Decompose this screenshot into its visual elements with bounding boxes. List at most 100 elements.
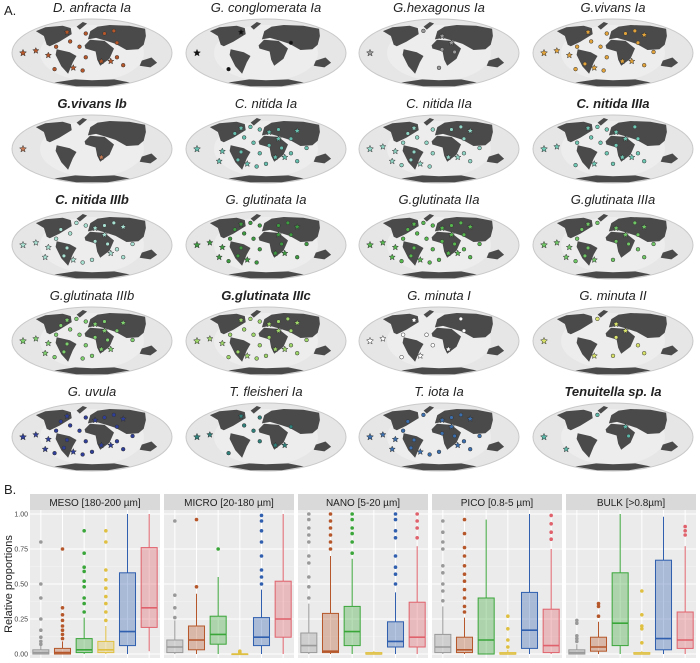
sample-marker: [613, 335, 619, 340]
sample-marker: [80, 68, 85, 73]
sample-marker: [97, 345, 106, 353]
sample-marker: [63, 28, 71, 36]
sample-marker: [405, 419, 410, 424]
outlier-point: [549, 513, 553, 518]
sample-marker: [237, 412, 245, 420]
sample-marker: [69, 63, 77, 71]
sample-marker: [651, 49, 656, 55]
outlier-point: [683, 529, 687, 533]
sample-marker: [635, 40, 641, 45]
sample-marker: [304, 337, 309, 343]
sample-marker: [295, 255, 300, 260]
sample-marker: [53, 44, 59, 49]
outlier-point: [596, 614, 601, 618]
box-plot: [520, 514, 539, 654]
sample-marker: [466, 414, 474, 422]
outlier-point: [60, 606, 65, 610]
sample-marker: [642, 351, 647, 356]
sample-marker: [604, 151, 609, 156]
outlier-point: [259, 575, 264, 579]
map-panel: C. nitida Ia: [181, 96, 351, 188]
sample-marker: [18, 432, 28, 441]
sample-marker: [612, 128, 620, 136]
outlier-point: [441, 589, 445, 593]
sample-marker: [553, 238, 561, 246]
outlier-point: [60, 613, 65, 617]
sample-marker: [562, 253, 570, 261]
world-map: [532, 402, 694, 472]
outlier-point: [415, 519, 419, 523]
sample-marker: [226, 259, 231, 264]
outlier-point: [328, 540, 333, 544]
sample-marker: [436, 257, 442, 262]
sample-marker: [105, 337, 110, 343]
sample-marker: [288, 151, 294, 156]
outlier-point: [462, 610, 467, 614]
sample-marker: [100, 326, 109, 334]
sample-marker: [114, 55, 120, 60]
outlier-point: [82, 579, 86, 583]
outlier-point: [462, 554, 467, 558]
sample-marker: [235, 157, 241, 163]
sample-marker: [251, 332, 256, 337]
sample-marker: [610, 161, 616, 166]
sample-marker: [102, 223, 107, 228]
sample-marker: [439, 239, 445, 244]
sample-marker: [635, 343, 641, 348]
sample-marker: [461, 439, 467, 444]
sample-marker: [288, 40, 294, 45]
sample-marker: [41, 253, 49, 261]
outlier-point: [307, 533, 311, 537]
outlier-point: [307, 554, 311, 558]
sample-marker: [612, 320, 620, 328]
sample-marker: [295, 159, 300, 164]
box-plot: [676, 546, 694, 654]
sample-marker: [304, 241, 309, 247]
sample-marker: [454, 441, 462, 449]
outlier-point: [82, 529, 86, 533]
map-title: G.glutinata IIIa: [570, 192, 656, 207]
sample-marker: [461, 151, 467, 156]
sample-marker: [58, 419, 63, 424]
sample-marker: [621, 326, 630, 334]
facet-strip: [566, 494, 696, 510]
map-panel: T. fleisheri Ia: [181, 384, 351, 476]
outlier-point: [216, 547, 220, 551]
sample-marker: [388, 445, 396, 453]
box-plot: [209, 577, 227, 654]
outlier-point: [82, 596, 86, 600]
outlier-point: [462, 564, 467, 568]
sample-marker: [585, 245, 591, 251]
sample-marker: [632, 220, 637, 226]
sample-marker: [52, 451, 57, 456]
map-title: C. nitida Ia: [234, 96, 298, 111]
outlier-point: [596, 604, 601, 609]
outlier-point: [350, 512, 354, 516]
sample-marker: [590, 351, 598, 359]
outlier-point: [415, 512, 419, 516]
sample-marker: [114, 439, 120, 444]
outlier-point: [60, 628, 65, 632]
sample-marker: [279, 241, 284, 247]
box-plot: [300, 603, 318, 654]
map-panel: G. minuta II: [528, 288, 698, 380]
sample-marker: [53, 428, 59, 433]
sample-marker: [274, 134, 283, 142]
sample-marker: [411, 245, 417, 251]
map-title: C. nitida IIa: [406, 96, 472, 111]
sample-marker: [52, 355, 57, 360]
outlier-point: [441, 547, 445, 551]
outlier-point: [415, 526, 419, 530]
map-panel: G.vivans Ia: [528, 0, 698, 92]
facet-title: MESO [180-200 µm]: [49, 498, 141, 509]
sample-marker: [121, 255, 126, 260]
outlier-point: [60, 547, 65, 551]
sample-marker: [92, 335, 98, 340]
map-panel: Tenuitella sp. Ia: [528, 384, 698, 476]
sample-marker: [612, 224, 620, 232]
sample-marker: [553, 46, 561, 54]
sample-marker: [80, 356, 85, 361]
world-map: [532, 306, 694, 376]
sample-marker: [206, 238, 214, 246]
sample-marker: [582, 253, 588, 259]
